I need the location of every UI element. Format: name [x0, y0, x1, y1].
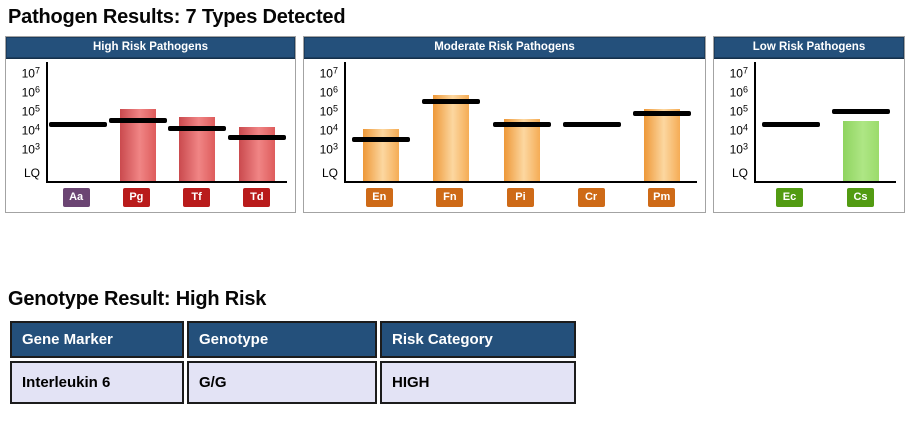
y-axis-tick-10-7: 107 [319, 65, 338, 81]
y-axis-tick-lq: LQ [731, 166, 748, 180]
y-axis-tick-10-6: 106 [729, 84, 748, 100]
y-axis-tick-10-4: 104 [21, 122, 40, 138]
y-axis-line [344, 62, 346, 183]
tf-threshold-line [168, 125, 227, 131]
x-axis-line [754, 181, 896, 183]
pm-pathogen-label: Pm [648, 188, 676, 207]
table-row: Interleukin 6 G/G HIGH [10, 361, 576, 404]
pathogen-column-td [227, 59, 287, 181]
pathogen-column-pm [627, 59, 697, 181]
low-risk-pathogens-chart: 107 106 105 104 103 LQ Ec Cs [714, 59, 904, 212]
moderate-risk-pathogens-header: Moderate Risk Pathogens [304, 37, 705, 59]
plot-area [754, 59, 896, 183]
cs-threshold-line [832, 108, 890, 114]
y-axis-tick-10-3: 103 [319, 141, 338, 157]
y-axis-tick-10-5: 105 [319, 103, 338, 119]
pathogen-chart-panels: High Risk Pathogens 107 106 105 104 103 LQ Aa Pg… [5, 36, 909, 213]
cr-threshold-line [562, 121, 621, 127]
pathogen-column-fn [416, 59, 486, 181]
pi-threshold-line [492, 121, 551, 127]
cell-gene-marker: Interleukin 6 [10, 361, 184, 404]
ec-threshold-line [762, 121, 820, 127]
y-axis-tick-10-6: 106 [319, 84, 338, 100]
y-axis-tick-10-3: 103 [729, 141, 748, 157]
header-gene-marker: Gene Marker [10, 321, 184, 358]
pg-pathogen-label: Pg [122, 188, 150, 207]
y-axis-tick-10-5: 105 [729, 103, 748, 119]
aa-pathogen-label: Aa [62, 188, 90, 207]
genotype-result-title: Genotype Result: High Risk [8, 288, 267, 310]
fn-count-bar [433, 94, 470, 181]
genotype-table: Gene Marker Genotype Risk Category Interleu… [7, 318, 579, 407]
cr-pathogen-label: Cr [577, 188, 605, 207]
x-axis-line [344, 181, 697, 183]
y-axis-tick-10-4: 104 [729, 122, 748, 138]
pathogen-column-cs [826, 59, 896, 181]
cell-genotype: G/G [187, 361, 377, 404]
y-axis-tick-lq: LQ [23, 166, 40, 180]
moderate-risk-pathogens-panel: Moderate Risk Pathogens 107 106 105 104 103 LQ… [303, 36, 706, 213]
y-axis-tick-10-6: 106 [21, 84, 40, 100]
y-axis-tick-10-7: 107 [729, 65, 748, 81]
cs-pathogen-label: Cs [847, 188, 874, 207]
en-threshold-line [352, 137, 411, 143]
high-risk-pathogens-chart: 107 106 105 104 103 LQ Aa Pg Tf Td [6, 59, 295, 212]
y-axis-tick-10-3: 103 [21, 141, 40, 157]
high-risk-pathogens-header: High Risk Pathogens [6, 37, 295, 59]
pathogen-column-aa [48, 59, 108, 181]
pathogen-column-tf [168, 59, 228, 181]
pathogen-report-page: Pathogen Results: 7 Types Detected High … [0, 4, 909, 422]
fn-pathogen-label: Fn [436, 188, 464, 207]
pm-count-bar [643, 108, 680, 181]
moderate-risk-pathogens-chart: 107 106 105 104 103 LQ En Fn Pi Cr Pm [304, 59, 705, 212]
plot-area [344, 59, 697, 183]
x-axis-line [46, 181, 287, 183]
pathogen-column-pi [486, 59, 556, 181]
td-pathogen-label: Td [243, 188, 271, 207]
y-axis-tick-lq: LQ [321, 166, 338, 180]
pi-count-bar [503, 118, 540, 181]
fn-threshold-line [422, 99, 481, 105]
pg-threshold-line [108, 118, 167, 124]
header-genotype: Genotype [187, 321, 377, 358]
y-axis-line [46, 62, 48, 183]
y-axis-line [754, 62, 756, 183]
pathogen-column-ec [756, 59, 826, 181]
high-risk-pathogens-panel: High Risk Pathogens 107 106 105 104 103 LQ Aa Pg… [5, 36, 296, 213]
tf-pathogen-label: Tf [183, 188, 211, 207]
aa-threshold-line [48, 121, 107, 127]
y-axis-tick-10-5: 105 [21, 103, 40, 119]
en-pathogen-label: En [365, 188, 393, 207]
genotype-section: Genotype Result: High Risk Gene Marker Ge… [0, 286, 909, 407]
y-axis-tick-10-7: 107 [21, 65, 40, 81]
header-risk-category: Risk Category [380, 321, 576, 358]
y-axis-tick-10-4: 104 [319, 122, 338, 138]
plot-area [46, 59, 287, 183]
low-risk-pathogens-panel: Low Risk Pathogens 107 106 105 104 103 LQ Ec Cs [713, 36, 905, 213]
pathogen-results-title: Pathogen Results: 7 Types Detected [8, 6, 346, 28]
cell-risk-category: HIGH [380, 361, 576, 404]
td-threshold-line [228, 135, 287, 141]
pathogen-column-pg [108, 59, 168, 181]
low-risk-pathogens-header: Low Risk Pathogens [714, 37, 904, 59]
pathogen-column-en [346, 59, 416, 181]
pathogen-column-cr [557, 59, 627, 181]
pi-pathogen-label: Pi [506, 188, 534, 207]
cs-count-bar [843, 120, 879, 181]
pm-threshold-line [632, 111, 691, 117]
ec-pathogen-label: Ec [776, 188, 803, 207]
